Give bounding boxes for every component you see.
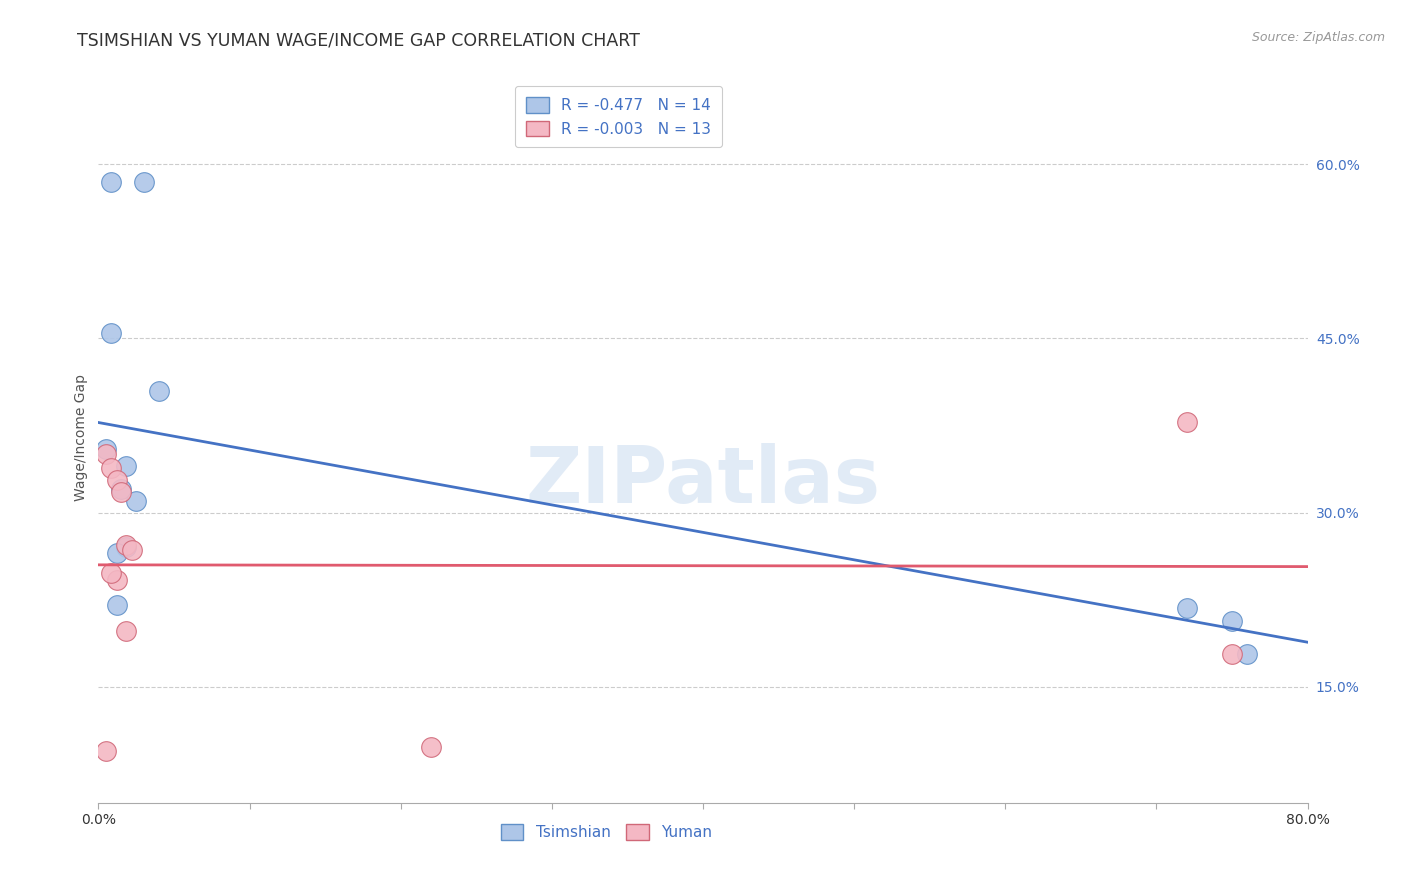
Point — [100, 326, 122, 340]
Point — [114, 538, 136, 552]
Legend: Tsimshian, Yuman: Tsimshian, Yuman — [495, 818, 718, 847]
Point — [1175, 415, 1198, 429]
Text: TSIMSHIAN VS YUMAN WAGE/INCOME GAP CORRELATION CHART: TSIMSHIAN VS YUMAN WAGE/INCOME GAP CORRE… — [77, 31, 640, 49]
Point — [125, 494, 148, 508]
Point — [114, 459, 136, 474]
Point — [105, 473, 128, 487]
Point — [100, 461, 122, 475]
Point — [100, 566, 122, 580]
Point — [94, 448, 117, 462]
Point — [420, 740, 443, 755]
Point — [114, 541, 136, 555]
Point — [148, 384, 170, 398]
Point — [110, 483, 132, 497]
Point — [132, 175, 155, 189]
Point — [121, 542, 143, 557]
Point — [1220, 614, 1243, 628]
Y-axis label: Wage/Income Gap: Wage/Income Gap — [75, 374, 89, 500]
Point — [1236, 647, 1258, 661]
Point — [94, 743, 117, 757]
Point — [105, 599, 128, 613]
Text: Source: ZipAtlas.com: Source: ZipAtlas.com — [1251, 31, 1385, 45]
Point — [114, 624, 136, 638]
Text: ZIPatlas: ZIPatlas — [526, 443, 880, 519]
Point — [105, 573, 128, 587]
Point — [1175, 600, 1198, 615]
Point — [100, 175, 122, 189]
Point — [105, 546, 128, 560]
Point — [110, 484, 132, 499]
Point — [94, 442, 117, 456]
Point — [1220, 647, 1243, 661]
